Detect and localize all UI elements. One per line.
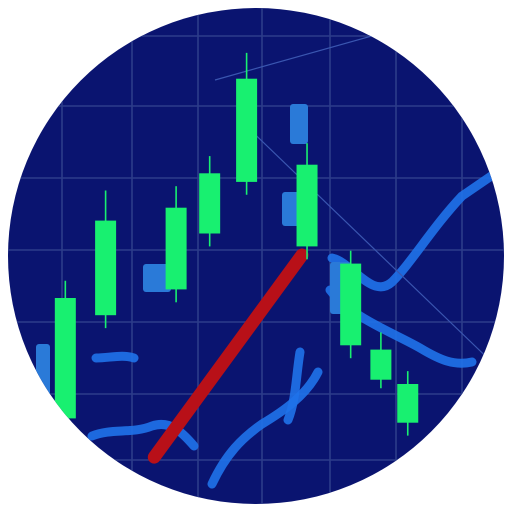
candle-body (370, 349, 392, 380)
candle (296, 143, 318, 260)
flow-stream (207, 367, 323, 489)
candle (397, 371, 419, 436)
diagonal-line (239, 119, 501, 371)
blue-block (290, 104, 308, 144)
trend-line-segment (147, 248, 309, 464)
candle (165, 186, 187, 303)
candle-body (199, 173, 221, 234)
flow-stream (87, 420, 199, 451)
candles (54, 52, 419, 436)
candle-body (397, 384, 419, 423)
flow-stream (283, 347, 305, 425)
candle-body (95, 220, 117, 316)
candle (236, 52, 258, 195)
candle (340, 250, 362, 359)
candle-body (165, 207, 187, 290)
candle-body (296, 164, 318, 247)
candle-body (340, 263, 362, 346)
candle (54, 280, 76, 427)
flow-stream (91, 351, 139, 363)
candle-body (236, 78, 258, 182)
candle (95, 190, 117, 329)
candle (199, 156, 221, 247)
trend-line (147, 248, 309, 464)
blue-block (36, 344, 50, 404)
blue-block (143, 264, 171, 292)
candle (370, 332, 392, 389)
candle-body (54, 298, 76, 419)
